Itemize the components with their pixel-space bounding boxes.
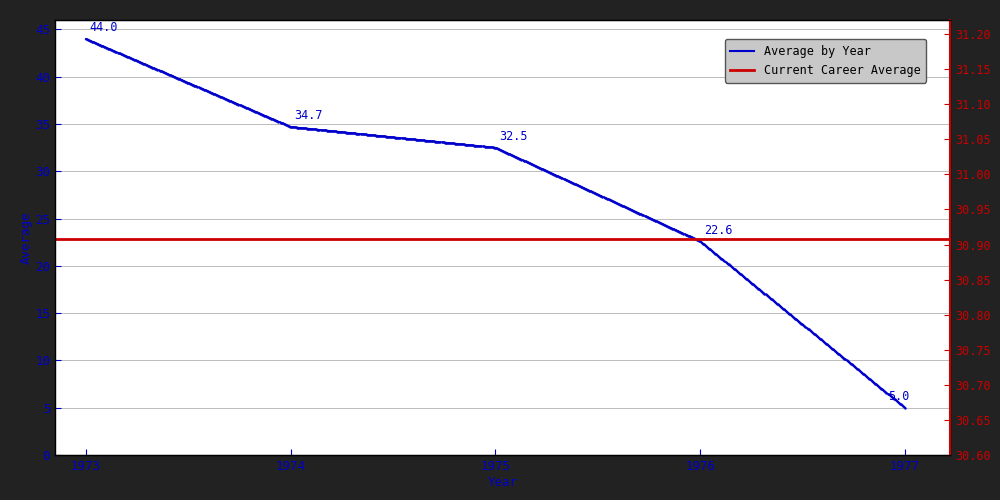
Average by Year — [701, 244, 713, 250]
Average by Year — [555, 175, 567, 181]
Text: 32.5: 32.5 — [499, 130, 528, 143]
Y-axis label: Average: Average — [19, 211, 32, 264]
Average by Year — [577, 184, 589, 190]
Text: 34.7: 34.7 — [295, 110, 323, 122]
Text: 44.0: 44.0 — [90, 22, 118, 35]
Average by Year — [80, 36, 92, 42]
Line: Average by Year: Average by Year — [85, 38, 906, 409]
Average by Year — [130, 58, 142, 64]
Average by Year — [785, 312, 797, 318]
Average by Year — [602, 196, 614, 202]
Average by Year — [899, 404, 911, 410]
X-axis label: Year: Year — [488, 476, 518, 488]
Legend: Average by Year, Current Career Average: Average by Year, Current Career Average — [725, 39, 926, 82]
Text: 5.0: 5.0 — [889, 390, 910, 403]
Text: 22.6: 22.6 — [704, 224, 733, 236]
